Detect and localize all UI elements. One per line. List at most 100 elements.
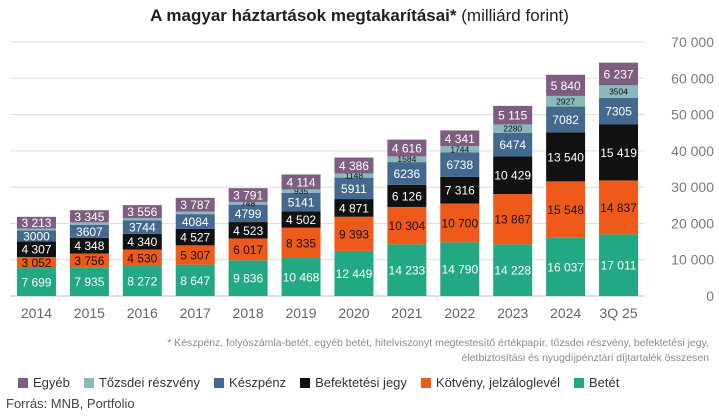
- y-tick-label: 60 000: [671, 70, 714, 86]
- bar-segment: [122, 218, 162, 221]
- bar-segment: [175, 264, 215, 296]
- legend-label: Kötvény, jelzáloglevél: [435, 375, 560, 390]
- data-label: 8 647: [180, 274, 210, 288]
- data-label: 13 867: [494, 213, 531, 227]
- data-label: 4 341: [445, 132, 475, 146]
- x-tick-label: 2022: [444, 305, 475, 321]
- bar-segment: [122, 205, 162, 219]
- bar-segment: [69, 237, 109, 254]
- legend-label: Készpénz: [229, 375, 287, 390]
- data-label: 6 126: [392, 189, 422, 203]
- bar-segment: [599, 124, 639, 181]
- data-label: 5141: [288, 196, 315, 210]
- data-label: 14 228: [494, 264, 531, 278]
- data-label: 2927: [556, 96, 575, 106]
- bar-segment: [334, 199, 374, 217]
- legend-label: Befektetési jegy: [315, 375, 407, 390]
- data-label: 17 011: [601, 259, 637, 273]
- data-label: 12 449: [336, 267, 373, 281]
- data-label: 4799: [235, 207, 262, 221]
- x-tick-label: 2020: [338, 305, 369, 321]
- legend-label: Egyéb: [33, 375, 70, 390]
- bar-segment: [16, 268, 56, 296]
- bar-segment: [493, 132, 533, 157]
- y-tick-label: 70 000: [671, 34, 714, 50]
- data-label: 8 335: [286, 236, 316, 250]
- data-label: 6236: [394, 167, 421, 181]
- chart-title-unit: (milliárd forint): [456, 6, 569, 25]
- bar-segment: [16, 228, 56, 231]
- y-tick-label: 50 000: [671, 107, 714, 123]
- bar-segment: [228, 238, 268, 261]
- bar-segment: [175, 211, 215, 215]
- data-label: 6474: [499, 138, 526, 152]
- legend-swatch: [214, 377, 225, 388]
- legend-label: Betét: [588, 375, 620, 390]
- chart-legend: Egyéb Tőzsdei részvény Készpénz Befektetési…: [18, 375, 708, 390]
- bar-segment: [493, 105, 533, 125]
- data-label: 4 114: [286, 175, 315, 189]
- bar-segment: [228, 222, 268, 239]
- bar-segment: [599, 85, 639, 98]
- data-label: 10 429: [494, 169, 531, 183]
- bar-segment: [228, 188, 268, 202]
- bar-segment: [440, 242, 480, 296]
- bar-segment: [228, 201, 268, 205]
- data-label: 4 386: [339, 159, 369, 173]
- bar-segment: [493, 124, 533, 133]
- data-label: 4 527: [180, 231, 210, 245]
- legend-label: Tőzsdei részvény: [98, 375, 201, 390]
- chart-title-main: A magyar háztartások megtakarításai*: [150, 6, 457, 25]
- bar-segment: [334, 177, 374, 200]
- data-label: 7082: [552, 113, 579, 127]
- x-tick-label: 2019: [285, 305, 316, 321]
- data-label: 4 502: [286, 213, 316, 227]
- data-label: 3607: [76, 225, 103, 239]
- data-label: 3 787: [180, 198, 210, 212]
- bar-segment: [546, 106, 586, 133]
- bar-segment: [387, 184, 427, 207]
- data-label: 10 700: [441, 216, 478, 230]
- bar-segment: [69, 222, 109, 225]
- bar-segment: [334, 157, 374, 174]
- bar-segment: [493, 244, 533, 296]
- bar-segment: [281, 227, 321, 259]
- data-label: 3 052: [21, 256, 51, 270]
- bar-segment: [493, 194, 533, 245]
- x-tick-label: 3Q 25: [599, 305, 637, 321]
- x-tick-label: 2014: [21, 305, 52, 321]
- y-tick-label: 20 000: [671, 215, 714, 231]
- bar-segment: [387, 162, 427, 185]
- data-label: 7305: [605, 105, 632, 119]
- data-label: 3 345: [74, 210, 104, 224]
- bar-segment: [69, 224, 109, 238]
- data-label: 3 756: [74, 254, 104, 268]
- stacked-bar-chart: 0 10 000 20 000 30 000 40 000 50 000 60 000 70 …: [10, 34, 714, 321]
- data-label: 14 837: [600, 201, 637, 215]
- y-tick-label: 0: [706, 288, 714, 304]
- data-label: 6 237: [604, 67, 634, 81]
- legend-swatch: [573, 377, 584, 388]
- data-label: 4 616: [392, 141, 422, 155]
- data-label: 3 556: [127, 205, 157, 219]
- data-label: 3 213: [21, 216, 51, 230]
- bar-segment: [122, 233, 162, 250]
- bar-segment: [599, 97, 639, 125]
- bar-segment: [175, 245, 215, 265]
- data-label: 10 468: [283, 271, 320, 285]
- data-label: 14 233: [389, 264, 426, 278]
- data-label: 10 304: [389, 219, 426, 233]
- bar-segment: [440, 152, 480, 177]
- bar-segment: [387, 244, 427, 296]
- bar-segment: [122, 249, 162, 266]
- data-label: 4 523: [233, 224, 263, 238]
- bar-segment: [440, 203, 480, 243]
- bar-segment: [281, 211, 321, 228]
- chart-footnote: * Készpénz, folyószámla-betét, egyéb bet…: [167, 337, 709, 364]
- data-label: 4084: [182, 215, 209, 229]
- data-label: 748: [241, 198, 255, 208]
- y-tick-label: 30 000: [671, 179, 714, 195]
- data-label: 13 540: [547, 150, 584, 164]
- data-label: 14 790: [441, 263, 478, 277]
- bar-segment: [281, 174, 321, 190]
